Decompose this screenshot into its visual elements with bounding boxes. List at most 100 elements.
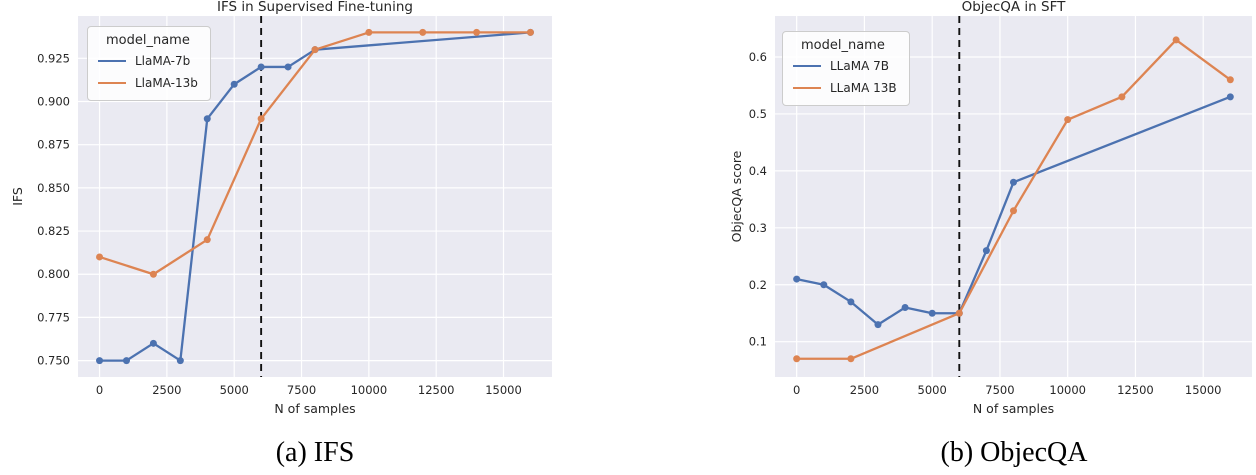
legend-entry-label: LLaMA 7B [830,59,889,73]
tick-labels: 0 2500 5000 7500 10000 12500 15000 0.1 0.2 0.3 0.4… [749,50,1222,397]
gridlines [775,16,1252,377]
legend-entry-label: LlaMA-7b [135,54,191,68]
data-point-llama-13b [473,28,481,36]
data-point-llama-13b [419,28,427,36]
data-point-llama-7b [257,63,265,71]
series-line-llama-7b [98,31,532,362]
data-point-llama-13b [1118,93,1126,101]
gridlines [78,16,552,377]
y-tick-label: 0.775 [37,310,70,324]
data-point-llama-13b [1172,36,1180,44]
legend-line-swatch [793,86,821,90]
tick-labels: 0 2500 5000 7500 10000 12500 15000 0.750 0.775 0.… [37,51,522,397]
data-point-llama-7b [149,339,157,347]
x-tick-label: 10000 [1049,383,1086,397]
x-tick-label: 2500 [850,383,879,397]
data-point-llama-13b [96,253,104,261]
x-tick-label: 12500 [1117,383,1154,397]
legend-entry-label: LLaMA 13B [830,81,897,95]
y-tick-label: 0.925 [37,51,70,65]
x-axis-label: N of samples [973,401,1054,416]
y-axis-label: ObjecQA score [729,150,744,242]
data-point-llama-7b [847,298,855,306]
y-tick-label: 0.750 [37,354,70,368]
objecqa-line-chart: 0 2500 5000 7500 10000 12500 15000 0.1 0.2 0.3 0.4… [729,0,1252,416]
series-line-llama-7b [795,95,1232,326]
y-axis-label: IFS [10,187,25,206]
x-tick-label: 7500 [287,383,316,397]
legend-entry-llama-13b: LlaMA-13b [96,72,198,94]
data-point-llama-7b [230,80,238,88]
series-line-llama-13b [795,38,1232,360]
x-tick-label: 5000 [220,383,249,397]
data-point-llama-7b [284,63,292,71]
chart-title: IFS in Supervised Fine-tuning [217,0,413,15]
data-point-llama-7b [203,115,211,123]
data-point-llama-13b [203,236,211,244]
data-point-llama-13b [847,355,855,363]
data-point-llama-13b [955,309,963,317]
legend-entry-label: LlaMA-13b [135,76,198,90]
chart-title: ObjecQA in SFT [962,0,1067,15]
legend-line-swatch [98,81,126,85]
y-tick-label: 0.6 [749,50,767,64]
y-tick-label: 0.850 [37,181,70,195]
y-tick-label: 0.4 [749,164,767,178]
data-point-llama-7b [1010,178,1017,186]
x-tick-label: 5000 [918,383,947,397]
data-point-llama-13b [1010,207,1017,215]
data-point-llama-7b [901,304,909,312]
data-point-llama-7b [176,357,184,365]
y-tick-label: 0.800 [37,267,70,281]
y-tick-label: 0.1 [749,335,767,349]
legend-title: model_name [801,38,885,53]
legend-line-swatch [793,64,821,68]
x-tick-label: 0 [96,383,103,397]
subfigure-objecqa: 0 2500 5000 7500 10000 12500 15000 0.1 0.2 0.3 0.4… [628,0,1256,475]
data-point-llama-7b [793,275,801,283]
data-point-llama-13b [257,115,265,123]
legend-entry-llama-7b: LLaMA 7B [791,55,897,77]
legend-ifs: model_name LlaMA-7b LlaMA-13b [87,26,211,101]
data-point-llama-13b [149,270,157,278]
data-point-llama-7b [982,247,990,255]
x-tick-label: 15000 [485,383,522,397]
x-tick-label: 15000 [1185,383,1222,397]
x-tick-label: 2500 [152,383,181,397]
caption-ifs: (a) IFS [275,437,355,468]
data-point-llama-13b [365,28,373,36]
legend-entry-llama-13b: LLaMA 13B [791,77,897,99]
data-point-llama-13b [1226,76,1234,84]
data-point-llama-7b [1226,93,1234,101]
series-llama-13b [96,28,534,278]
data-point-llama-7b [928,309,936,317]
subfigure-ifs: 0 2500 5000 7500 10000 12500 15000 0.750 0.775 0.… [0,0,600,475]
data-point-llama-7b [122,357,130,365]
y-tick-label: 0.900 [37,95,70,109]
y-tick-label: 0.5 [749,107,767,121]
data-point-llama-13b [793,355,801,363]
data-point-llama-13b [526,28,534,36]
data-point-llama-13b [1064,116,1072,124]
data-point-llama-7b [96,357,104,365]
x-tick-label: 12500 [418,383,455,397]
legend-objecqa: model_name LLaMA 7B LLaMA 13B [782,31,910,106]
legend-line-swatch [98,59,126,63]
data-point-llama-7b [874,321,882,329]
caption-objecqa: (b) ObjecQA [940,437,1088,468]
data-point-llama-13b [311,46,319,54]
y-tick-label: 0.3 [749,221,767,235]
x-tick-label: 0 [793,383,800,397]
y-tick-label: 0.2 [749,278,767,292]
legend-entry-llama-7b: LlaMA-7b [96,50,198,72]
x-tick-label: 10000 [351,383,388,397]
legend-title: model_name [106,33,190,48]
data-point-llama-7b [820,281,828,289]
x-axis-label: N of samples [274,401,355,416]
y-tick-label: 0.875 [37,138,70,152]
series-llama-7b [96,28,534,365]
y-tick-label: 0.825 [37,224,70,238]
x-tick-label: 7500 [985,383,1014,397]
series-llama-13b [793,36,1234,363]
